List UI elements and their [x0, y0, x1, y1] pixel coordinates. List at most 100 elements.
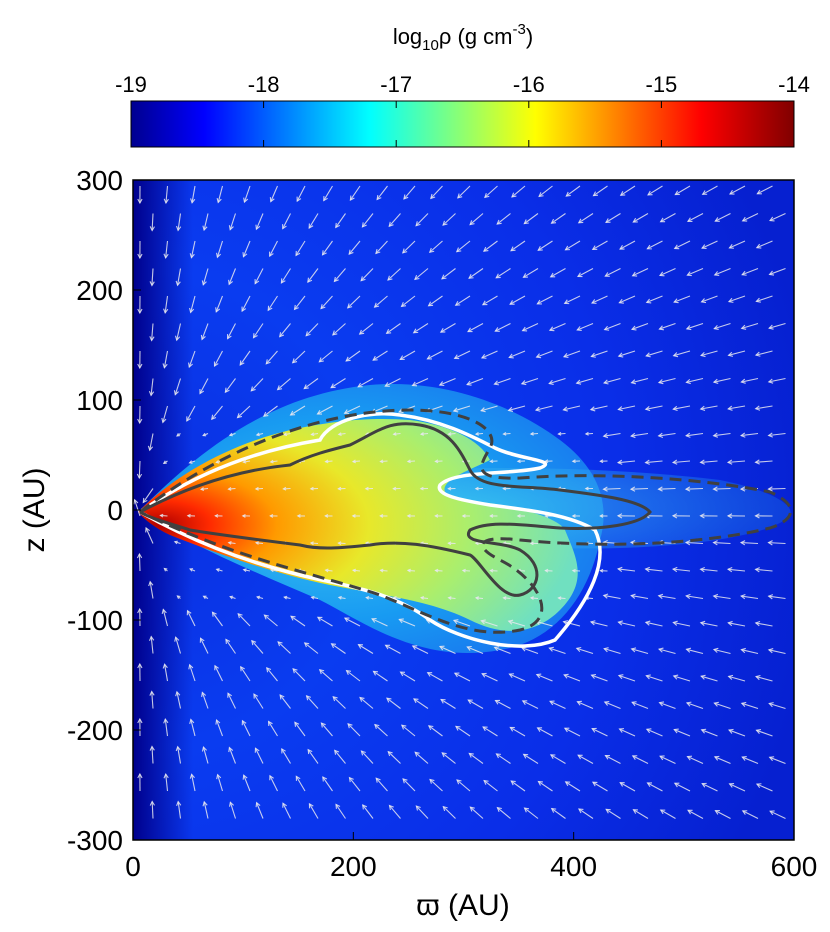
velocity-arrow-head	[647, 190, 653, 196]
velocity-arrow	[359, 323, 374, 335]
velocity-arrow-head	[713, 701, 719, 707]
velocity-arrow-head	[619, 191, 626, 196]
velocity-arrow-head	[494, 699, 501, 705]
velocity-arrow-head	[538, 192, 544, 198]
velocity-arrow-head	[337, 486, 342, 491]
velocity-arrow-head	[438, 381, 445, 387]
velocity-arrow-head	[754, 674, 761, 681]
velocity-arrow-head	[375, 777, 381, 783]
velocity-arrow	[149, 433, 154, 451]
velocity-arrow-head	[605, 218, 611, 224]
velocity-arrow-head	[740, 594, 746, 600]
velocity-arrow-head	[318, 669, 325, 675]
velocity-arrow-head	[726, 513, 733, 519]
velocity-arrow	[294, 295, 306, 310]
velocity-arrow-head	[714, 217, 720, 222]
velocity-arrow-head	[674, 190, 680, 196]
velocity-arrow	[496, 213, 511, 225]
velocity-arrow	[448, 432, 456, 435]
velocity-arrow-head	[161, 417, 167, 424]
velocity-arrow	[407, 569, 416, 572]
velocity-arrow-head	[307, 277, 313, 284]
velocity-arrow-head	[495, 753, 501, 759]
velocity-arrow-head	[388, 804, 394, 811]
velocity-arrow	[647, 782, 663, 792]
velocity-arrow	[162, 609, 169, 627]
velocity-arrow-head	[726, 459, 733, 465]
velocity-arrow	[741, 432, 759, 437]
velocity-arrow-head	[332, 695, 338, 702]
velocity-arrow	[481, 620, 498, 627]
velocity-arrow-head	[712, 647, 719, 653]
velocity-arrow	[538, 185, 553, 197]
velocity-arrow	[564, 295, 581, 304]
velocity-arrow	[352, 569, 361, 572]
velocity-arrow-head	[136, 473, 143, 480]
velocity-arrow-head	[189, 718, 195, 725]
velocity-arrow-head	[334, 749, 340, 755]
velocity-arrow	[371, 618, 388, 627]
velocity-arrow	[429, 779, 443, 792]
velocity-arrow	[457, 185, 471, 199]
velocity-arrow	[190, 719, 196, 737]
velocity-arrow-head	[305, 695, 312, 701]
velocity-arrow-head	[617, 352, 624, 358]
velocity-arrow	[647, 185, 663, 196]
velocity-arrow	[577, 754, 594, 764]
velocity-arrow	[563, 350, 581, 358]
velocity-arrow-head	[434, 514, 439, 518]
velocity-arrow-head	[563, 727, 570, 733]
velocity-arrow	[164, 664, 169, 682]
velocity-arrow	[187, 610, 196, 627]
velocity-arrow	[228, 487, 236, 490]
velocity-arrow-head	[482, 246, 489, 252]
velocity-arrow	[347, 723, 361, 737]
velocity-arrow-head	[617, 674, 624, 680]
velocity-arrow-head	[686, 755, 693, 761]
velocity-arrow-head	[727, 297, 734, 303]
colorbar-tick-label: -19	[115, 72, 147, 97]
velocity-arrow-head	[163, 718, 169, 724]
velocity-arrow	[713, 432, 731, 437]
velocity-arrow-head	[673, 782, 680, 788]
velocity-arrow	[503, 432, 511, 435]
velocity-arrow-head	[493, 646, 500, 652]
velocity-arrow-head	[145, 526, 150, 533]
velocity-arrow	[741, 649, 759, 655]
velocity-arrow-head	[646, 782, 653, 788]
velocity-arrow	[442, 213, 456, 226]
velocity-arrow-head	[227, 692, 232, 698]
velocity-arrow-head	[599, 568, 604, 573]
velocity-arrow-head	[754, 567, 760, 573]
velocity-arrow-head	[602, 432, 609, 439]
velocity-arrow	[550, 268, 566, 278]
velocity-arrow-head	[659, 217, 666, 223]
velocity-arrow	[414, 268, 429, 280]
velocity-arrow	[468, 752, 484, 764]
velocity-arrow-head	[644, 459, 650, 465]
velocity-arrow	[151, 746, 154, 764]
velocity-arrow-head	[236, 413, 243, 419]
velocity-arrow-head	[324, 568, 329, 573]
velocity-arrow-head	[767, 378, 774, 384]
velocity-arrow-head	[571, 459, 576, 464]
velocity-arrow-head	[618, 728, 625, 733]
velocity-arrow	[290, 615, 306, 627]
velocity-arrow	[593, 185, 608, 197]
velocity-arrow	[241, 720, 251, 737]
velocity-arrow-head	[631, 755, 638, 760]
velocity-arrow-head	[502, 596, 507, 600]
velocity-arrow	[203, 213, 209, 231]
velocity-arrow-head	[644, 566, 650, 573]
velocity-arrow-head	[442, 805, 448, 812]
velocity-arrow	[415, 213, 429, 227]
velocity-arrow-head	[243, 197, 249, 204]
velocity-arrow-head	[176, 800, 182, 807]
velocity-arrow-head	[375, 248, 381, 255]
velocity-arrow-head	[186, 609, 192, 616]
velocity-arrow-head	[502, 486, 507, 491]
velocity-arrow	[264, 614, 278, 627]
velocity-arrow	[475, 432, 484, 435]
velocity-arrow-head	[137, 418, 143, 425]
velocity-arrow-head	[754, 405, 761, 411]
